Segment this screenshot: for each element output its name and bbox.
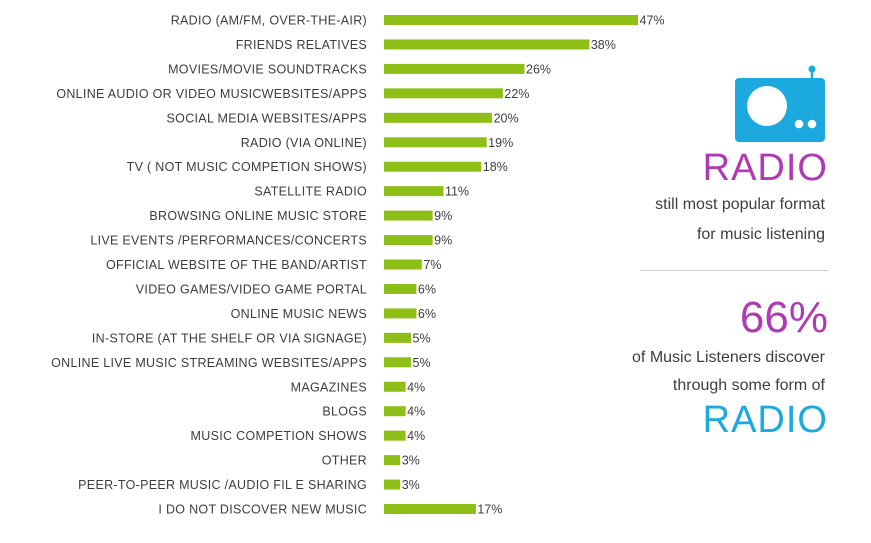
- radio-icon: [735, 65, 825, 142]
- category-label: I DO NOT DISCOVER NEW MUSIC: [158, 503, 367, 517]
- bar: [384, 283, 417, 294]
- value-label: 38%: [591, 38, 616, 52]
- value-label: 11%: [445, 185, 469, 199]
- category-label: TV ( NOT MUSIC COMPETION SHOWS): [127, 160, 367, 174]
- value-label: 6%: [418, 282, 436, 296]
- value-label: 9%: [434, 209, 452, 223]
- subline-1: still most popular format: [655, 196, 825, 213]
- category-label: ONLINE LIVE MUSIC STREAMING WEBSITES/APP…: [51, 356, 367, 370]
- category-label: PEER-TO-PEER MUSIC /AUDIO FIL E SHARING: [78, 478, 367, 492]
- bar: [384, 235, 433, 246]
- bar: [384, 88, 503, 99]
- bar: [384, 39, 590, 50]
- category-label: MUSIC COMPETION SHOWS: [191, 429, 367, 443]
- bar: [384, 15, 638, 25]
- category-label: OTHER: [322, 454, 367, 468]
- value-label: 26%: [526, 62, 551, 76]
- stat-line-1: of Music Listeners discover: [632, 349, 825, 366]
- bar: [384, 210, 433, 221]
- value-label: 3%: [402, 454, 420, 468]
- category-label: FRIENDS RELATIVES: [236, 38, 367, 52]
- category-label: IN-STORE (AT THE SHELF OR VIA SIGNAGE): [92, 331, 367, 345]
- value-label: 4%: [407, 405, 425, 419]
- footer-radio: RADIO: [702, 399, 828, 441]
- category-label: VIDEO GAMES/VIDEO GAME PORTAL: [136, 282, 367, 296]
- bar: [384, 63, 525, 74]
- value-label: 9%: [434, 234, 452, 248]
- value-label: 19%: [488, 136, 513, 150]
- category-label: OFFICIAL WEBSITE OF THE BAND/ARTIST: [106, 258, 367, 272]
- headline-radio: RADIO: [702, 147, 828, 189]
- stat-line-2: through some form of: [672, 377, 825, 394]
- category-label: BLOGS: [322, 405, 367, 419]
- category-label: ONLINE MUSIC NEWS: [231, 307, 367, 321]
- bar: [384, 381, 406, 392]
- category-label: ONLINE AUDIO OR VIDEO MUSICWEBSITES/APPS: [56, 87, 367, 101]
- bar: [384, 504, 476, 514]
- value-label: 5%: [413, 356, 431, 370]
- bar: [384, 406, 406, 417]
- category-label: RADIO (VIA ONLINE): [241, 136, 367, 150]
- value-label: 22%: [504, 87, 529, 101]
- bar: [384, 357, 412, 368]
- bar: [384, 112, 493, 123]
- value-label: 5%: [413, 331, 431, 345]
- category-label: MOVIES/MOVIE SOUNDTRACKS: [168, 62, 367, 76]
- value-label: 7%: [423, 258, 441, 272]
- value-label: 18%: [483, 160, 508, 174]
- bar: [384, 308, 417, 319]
- category-label: MAGAZINES: [291, 380, 367, 394]
- subline-2: for music listening: [696, 226, 825, 243]
- category-label: RADIO (AM/FM, OVER-THE-AIR): [171, 14, 367, 28]
- value-label: 3%: [402, 478, 420, 492]
- bars-layer: RADIO (AM/FM, OVER-THE-AIR) 47% FRIENDS RE…: [51, 14, 664, 517]
- bar: [384, 455, 401, 466]
- category-label: SOCIAL MEDIA WEBSITES/APPS: [167, 111, 367, 125]
- value-label: 20%: [494, 111, 519, 125]
- value-label: 17%: [477, 503, 502, 517]
- value-label: 4%: [407, 429, 425, 443]
- category-label: BROWSING ONLINE MUSIC STORE: [149, 209, 367, 223]
- bar: [384, 161, 482, 172]
- bar: [384, 332, 412, 343]
- value-label: 6%: [418, 307, 436, 321]
- bar: [384, 137, 487, 148]
- bar: [384, 186, 444, 197]
- value-label: 4%: [407, 380, 425, 394]
- divider: [640, 270, 828, 271]
- bar: [384, 479, 401, 490]
- bar: [384, 430, 406, 441]
- stat-percentage: 66%: [739, 293, 828, 342]
- bar: [384, 259, 422, 270]
- value-label: 47%: [640, 14, 665, 28]
- category-label: LIVE EVENTS /PERFORMANCES/CONCERTS: [90, 234, 367, 248]
- category-label: SATELLITE RADIO: [254, 185, 367, 199]
